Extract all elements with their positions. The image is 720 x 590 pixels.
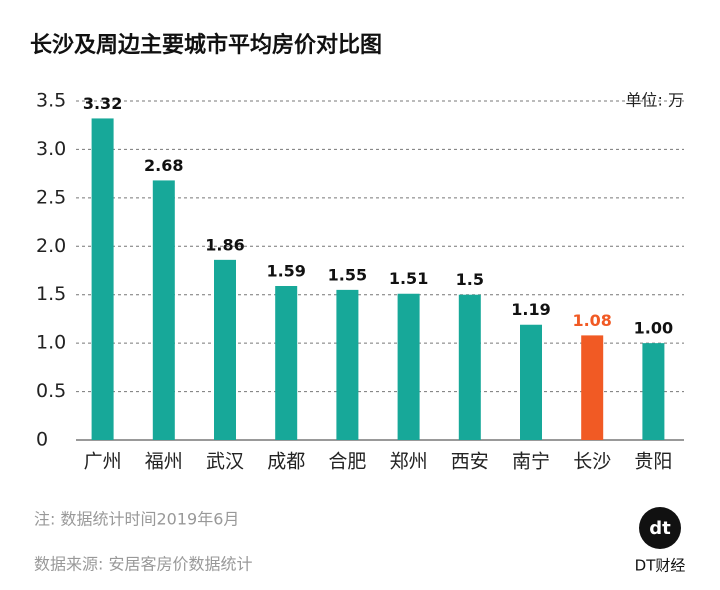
source: 数据来源: 安居客房价数据统计 bbox=[34, 555, 252, 574]
x-tick-label: 广州 bbox=[84, 451, 122, 473]
value-label: 1.51 bbox=[389, 269, 428, 288]
x-tick-label: 武汉 bbox=[206, 451, 244, 473]
logo: dt bbox=[649, 518, 671, 539]
y-tick-label: 2.5 bbox=[36, 186, 66, 208]
note: 注: 数据统计时间2019年6月 bbox=[34, 510, 239, 529]
x-tick-label: 西安 bbox=[451, 451, 489, 473]
x-tick-label: 成都 bbox=[267, 451, 305, 473]
value-label: 2.68 bbox=[144, 156, 183, 175]
x-tick-label: 福州 bbox=[145, 451, 183, 473]
bar bbox=[642, 343, 665, 440]
value-label: 1.19 bbox=[511, 300, 550, 319]
value-label: 1.5 bbox=[456, 270, 484, 289]
x-tick-label: 贵阳 bbox=[634, 451, 672, 473]
value-label: 1.08 bbox=[572, 311, 611, 330]
bar bbox=[152, 180, 175, 440]
y-tick-label: 1.0 bbox=[36, 332, 66, 354]
value-label: 1.59 bbox=[266, 261, 305, 280]
brand: DT财经 bbox=[635, 557, 686, 575]
bar bbox=[91, 118, 114, 440]
y-tick-label: 0.5 bbox=[36, 380, 66, 402]
y-tick-label: 3.5 bbox=[36, 90, 66, 112]
value-label: 1.86 bbox=[205, 235, 244, 254]
bar bbox=[520, 324, 542, 440]
bar bbox=[214, 259, 236, 440]
value-label: 3.32 bbox=[83, 94, 122, 113]
bar bbox=[581, 335, 604, 440]
y-tick-label: 2.0 bbox=[36, 235, 66, 257]
chart-title: 长沙及周边主要城市平均房价对比图 bbox=[30, 32, 382, 58]
bar bbox=[336, 289, 359, 440]
bar bbox=[275, 285, 298, 440]
value-label: 1.00 bbox=[634, 319, 673, 338]
logo-circle bbox=[639, 507, 681, 549]
x-tick-label: 郑州 bbox=[390, 451, 428, 473]
y-tick-label: 1.5 bbox=[36, 283, 66, 305]
y-tick-label: 0 bbox=[36, 429, 48, 451]
y-tick-label: 3.0 bbox=[36, 138, 66, 160]
unit-label: 单位: 万 bbox=[626, 91, 684, 110]
x-tick-label: 合肥 bbox=[328, 451, 366, 473]
bar bbox=[397, 293, 420, 440]
x-tick-label: 南宁 bbox=[512, 451, 550, 473]
bar bbox=[458, 294, 481, 440]
x-tick-label: 长沙 bbox=[573, 451, 611, 473]
value-label: 1.55 bbox=[328, 265, 367, 284]
